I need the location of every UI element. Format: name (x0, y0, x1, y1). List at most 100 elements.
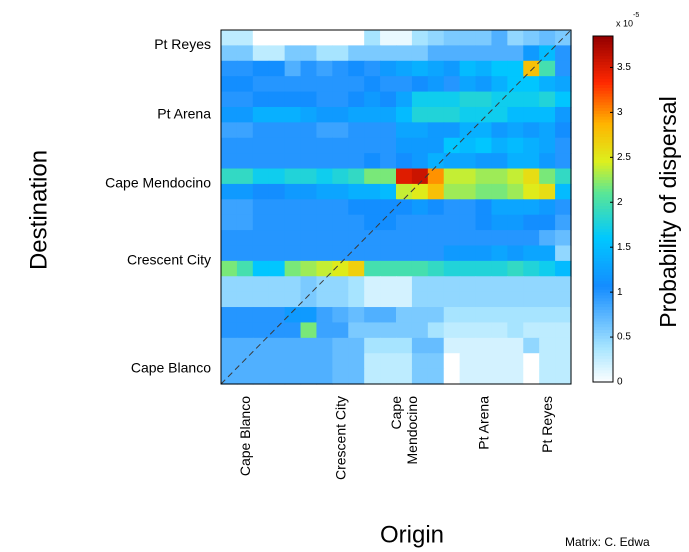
heatmap-cell (332, 368, 349, 385)
heatmap-cell (332, 122, 349, 139)
heatmap-cell (380, 183, 397, 200)
y-tick-label: Pt Reyes (154, 36, 211, 52)
heatmap-cell (236, 276, 254, 293)
heatmap-cell (411, 307, 429, 324)
heatmap-cell (443, 276, 461, 293)
heatmap-cell (284, 199, 302, 216)
heatmap-cell (507, 214, 524, 231)
colorbar-segment (593, 203, 613, 207)
heatmap-cell (459, 137, 477, 154)
heatmap-cell (252, 30, 270, 46)
heatmap-cell (459, 30, 477, 46)
heatmap-cell (507, 322, 524, 339)
heatmap-cell (523, 91, 540, 108)
heatmap-cell (348, 322, 365, 339)
heatmap-cell (396, 137, 413, 154)
heatmap-cell (316, 183, 333, 200)
heatmap-cell (523, 353, 540, 370)
heatmap-cell (252, 337, 270, 354)
colorbar-segment (593, 183, 613, 187)
heatmap-cell (396, 30, 413, 46)
y-axis-title: Destination (25, 150, 52, 270)
heatmap-cell (284, 337, 302, 354)
colorbar-frame (592, 35, 614, 383)
plot-frame (220, 29, 572, 385)
heatmap-cell (316, 276, 333, 293)
heatmap-cell (300, 245, 318, 262)
heatmap-cell (443, 322, 461, 339)
heatmap-cell (332, 353, 349, 370)
colorbar-segment (593, 59, 613, 63)
colorbar-segment (593, 269, 613, 274)
heatmap-cell (427, 45, 445, 62)
colorbar-segment (593, 185, 613, 190)
heatmap-cell (491, 106, 508, 123)
heatmap-cell (475, 230, 493, 247)
heatmap-cell (539, 91, 556, 108)
heatmap-cell (364, 106, 381, 123)
heatmap-cell (300, 106, 318, 123)
heatmap-cell (539, 368, 556, 385)
heatmap-cell (236, 76, 254, 93)
heatmap-cell (300, 91, 318, 108)
heatmap-cell (236, 153, 254, 170)
heatmap-cell (364, 245, 381, 262)
heatmap-cell (252, 106, 270, 123)
heatmap-cell (221, 291, 238, 308)
heatmap-cell (348, 45, 365, 62)
heatmap-cell (427, 153, 445, 170)
heatmap-cell (427, 230, 445, 247)
colorbar-title: Probability of dispersal (655, 96, 681, 327)
heatmap-cell (411, 137, 429, 154)
heatmap-cell (364, 91, 381, 108)
heatmap-cell (332, 291, 349, 308)
heatmap-cell (539, 353, 556, 370)
heatmap-cell (300, 76, 318, 93)
heatmap-cell (427, 291, 445, 308)
heatmap-cell (396, 122, 413, 139)
heatmap-cell (507, 291, 524, 308)
heatmap-cell (268, 245, 286, 262)
heatmap-cell (555, 307, 572, 324)
heatmap-cell (443, 76, 461, 93)
colorbar-tick-label: 2 (617, 197, 623, 208)
heatmap-cell (380, 76, 397, 93)
y-tick-label: Pt Arena (157, 105, 211, 121)
heatmap-cell (459, 76, 477, 93)
heatmap-cell (507, 337, 524, 354)
heatmap-cell (411, 322, 429, 339)
heatmap-cell (539, 276, 556, 293)
heatmap-cell (459, 106, 477, 123)
heatmap-cell (221, 260, 238, 277)
heatmap-cell (443, 307, 461, 324)
colorbar-segment (593, 246, 613, 250)
colorbar-segment (593, 105, 613, 109)
heatmap-cell (284, 45, 302, 62)
heatmap-cell (443, 106, 461, 123)
colorbar-segment (593, 87, 613, 92)
colorbar-segment (593, 211, 613, 216)
heatmap-cell (523, 337, 540, 354)
heatmap-cell (459, 60, 477, 77)
heatmap-cell (236, 91, 254, 108)
heatmap-cell (475, 183, 493, 200)
heatmap-cell (475, 122, 493, 139)
heatmap-cell (491, 168, 508, 185)
heatmap-cell (380, 307, 397, 324)
heatmap-cell (364, 168, 381, 185)
heatmap-cell (411, 214, 429, 231)
heatmap-cell (380, 337, 397, 354)
heatmap-cell (459, 353, 477, 370)
heatmap-cell (443, 137, 461, 154)
colorbar-segment (593, 131, 613, 135)
colorbar-segment (593, 96, 613, 101)
heatmap-cell (539, 245, 556, 262)
heatmap-cell (443, 60, 461, 77)
heatmap-cell (396, 106, 413, 123)
heatmap-cell (491, 45, 508, 62)
heatmap-cell (348, 230, 365, 247)
heatmap-cell (475, 260, 493, 277)
heatmap-cell (411, 260, 429, 277)
colorbar-segment (593, 237, 613, 242)
colorbar-segment (593, 67, 613, 72)
